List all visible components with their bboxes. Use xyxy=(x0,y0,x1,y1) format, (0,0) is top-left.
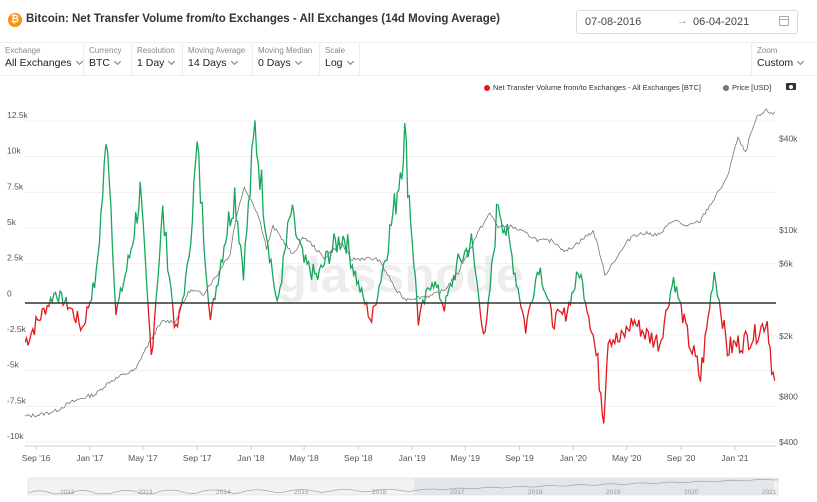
scale-value: Log xyxy=(325,57,343,69)
legend-net-transfer-label: Net Transfer Volume from/to Exchanges - … xyxy=(493,83,702,92)
navigator-year-label: 2016 xyxy=(372,489,387,496)
resolution-label: Resolution xyxy=(137,46,175,55)
y-right-tick-label: $10k xyxy=(779,225,798,235)
x-tick-label: Sep '19 xyxy=(505,453,534,463)
y-right-tick-label: $400 xyxy=(779,437,798,447)
x-tick-label: Jan '21 xyxy=(721,453,748,463)
y-right-tick-label: $2k xyxy=(779,331,793,341)
y-right-tick-label: $6k xyxy=(779,259,793,269)
y-right-tick-label: $800 xyxy=(779,391,798,401)
legend-dot-icon xyxy=(484,85,490,91)
navigator-year-label: 2013 xyxy=(60,489,75,496)
navigator-year-label: 2019 xyxy=(606,489,621,496)
moving-average-select[interactable]: Moving Average 14 Days xyxy=(183,43,253,75)
y-axis-left: 12.5k 10k 7.5k 5k 2.5k 0 -2.5k -5k -7.5k -10k xyxy=(7,110,29,441)
chart-header: ₿ Bitcoin: Net Transfer Volume from/to E… xyxy=(0,0,817,42)
x-tick-label: May '17 xyxy=(128,453,158,463)
x-tick-label: Sep '16 xyxy=(22,453,51,463)
x-tick-label: Sep '20 xyxy=(667,453,696,463)
x-tick-label: Jan '19 xyxy=(399,453,426,463)
x-tick-label: Jan '18 xyxy=(237,453,264,463)
end-date[interactable]: 06-04-2021 xyxy=(693,16,750,28)
y-left-tick-label: 5k xyxy=(7,217,17,227)
exchange-value: All Exchanges xyxy=(5,57,72,69)
x-axis: Sep '16 Jan '17 May '17 Sep '17 Jan '18 May '… xyxy=(22,445,776,463)
x-tick-label: May '19 xyxy=(450,453,480,463)
navigator-year-label: 2017 xyxy=(450,489,465,496)
y-left-tick-label: 0 xyxy=(7,288,12,298)
legend-net-transfer[interactable]: Net Transfer Volume from/to Exchanges - … xyxy=(484,83,701,92)
x-tick-label: May '20 xyxy=(612,453,642,463)
currency-value: BTC xyxy=(89,57,110,69)
zoom-value: Custom xyxy=(757,57,794,69)
x-tick-label: Jan '17 xyxy=(76,453,103,463)
currency-select[interactable]: Currency BTC xyxy=(84,43,132,75)
x-tick-label: May '18 xyxy=(289,453,319,463)
moving-median-select[interactable]: Moving Median 0 Days xyxy=(253,43,320,75)
y-left-tick-label: -10k xyxy=(7,431,24,441)
y-left-tick-label: -5k xyxy=(7,360,20,370)
legend-price[interactable]: Price [USD] xyxy=(723,83,771,92)
y-left-tick-label: 2.5k xyxy=(7,253,24,263)
bitcoin-icon: ₿ xyxy=(8,13,22,27)
range-navigator[interactable]: 2013 2013 2014 2015 2016 2017 2018 2019 2020 2021 xyxy=(27,477,779,496)
navigator-year-label: 2018 xyxy=(528,489,543,496)
zoom-label: Zoom xyxy=(757,46,778,55)
y-left-tick-label: 10k xyxy=(7,146,21,156)
chart-title: Bitcoin: Net Transfer Volume from/to Exc… xyxy=(26,13,500,25)
watermark-logo: glassnode xyxy=(276,247,523,303)
price-series-line xyxy=(24,108,776,418)
moving-median-label: Moving Median xyxy=(258,46,313,55)
camera-icon[interactable] xyxy=(786,83,796,90)
navigator-selection[interactable] xyxy=(414,478,774,495)
legend-price-label: Price [USD] xyxy=(732,83,772,92)
exchange-select[interactable]: Exchange All Exchanges xyxy=(0,43,84,75)
moving-median-value: 0 Days xyxy=(258,57,291,69)
currency-label: Currency xyxy=(89,46,122,55)
scale-label: Scale xyxy=(325,46,346,55)
navigator-year-label: 2015 xyxy=(294,489,309,496)
legend-dot-icon xyxy=(723,85,729,91)
navigator-year-label: 2013 xyxy=(138,489,153,496)
calendar-icon[interactable] xyxy=(779,16,789,26)
y-left-tick-label: -7.5k xyxy=(7,395,27,405)
resolution-select[interactable]: Resolution 1 Day xyxy=(132,43,183,75)
exchange-label: Exchange xyxy=(5,46,41,55)
x-tick-label: Sep '17 xyxy=(183,453,212,463)
resolution-value: 1 Day xyxy=(137,57,165,69)
navigator-labels: 2013 2013 2014 2015 2016 2017 2018 2019 2020 2021 xyxy=(60,489,777,496)
y-left-tick-label: 12.5k xyxy=(7,110,29,120)
navigator-year-label: 2020 xyxy=(684,489,699,496)
scale-select[interactable]: Scale Log xyxy=(320,43,360,75)
navigator-year-label: 2021 xyxy=(762,489,777,496)
start-date[interactable]: 07-08-2016 xyxy=(585,16,642,28)
navigator-year-label: 2014 xyxy=(216,489,231,496)
date-range-picker[interactable]: 07-08-2016 → 06-04-2021 xyxy=(576,10,798,34)
moving-average-label: Moving Average xyxy=(188,46,246,55)
zoom-select[interactable]: Zoom Custom xyxy=(751,43,817,75)
net-transfer-negative-line xyxy=(25,303,776,424)
net-transfer-positive-line xyxy=(48,120,721,303)
x-tick-label: Sep '18 xyxy=(344,453,373,463)
y-left-tick-label: -2.5k xyxy=(7,324,27,334)
x-tick-label: Jan '20 xyxy=(560,453,587,463)
y-right-tick-label: $40k xyxy=(779,134,798,144)
grid-lines xyxy=(25,120,776,443)
arrow-right-icon: → xyxy=(677,15,688,27)
chart-controls: Exchange All Exchanges Currency BTC Reso… xyxy=(0,42,817,76)
y-left-tick-label: 7.5k xyxy=(7,181,24,191)
y-axis-right: $40k $10k $6k $2k $800 $400 xyxy=(779,134,798,447)
navigator-series-line xyxy=(27,479,778,495)
moving-average-value: 14 Days xyxy=(188,57,227,69)
